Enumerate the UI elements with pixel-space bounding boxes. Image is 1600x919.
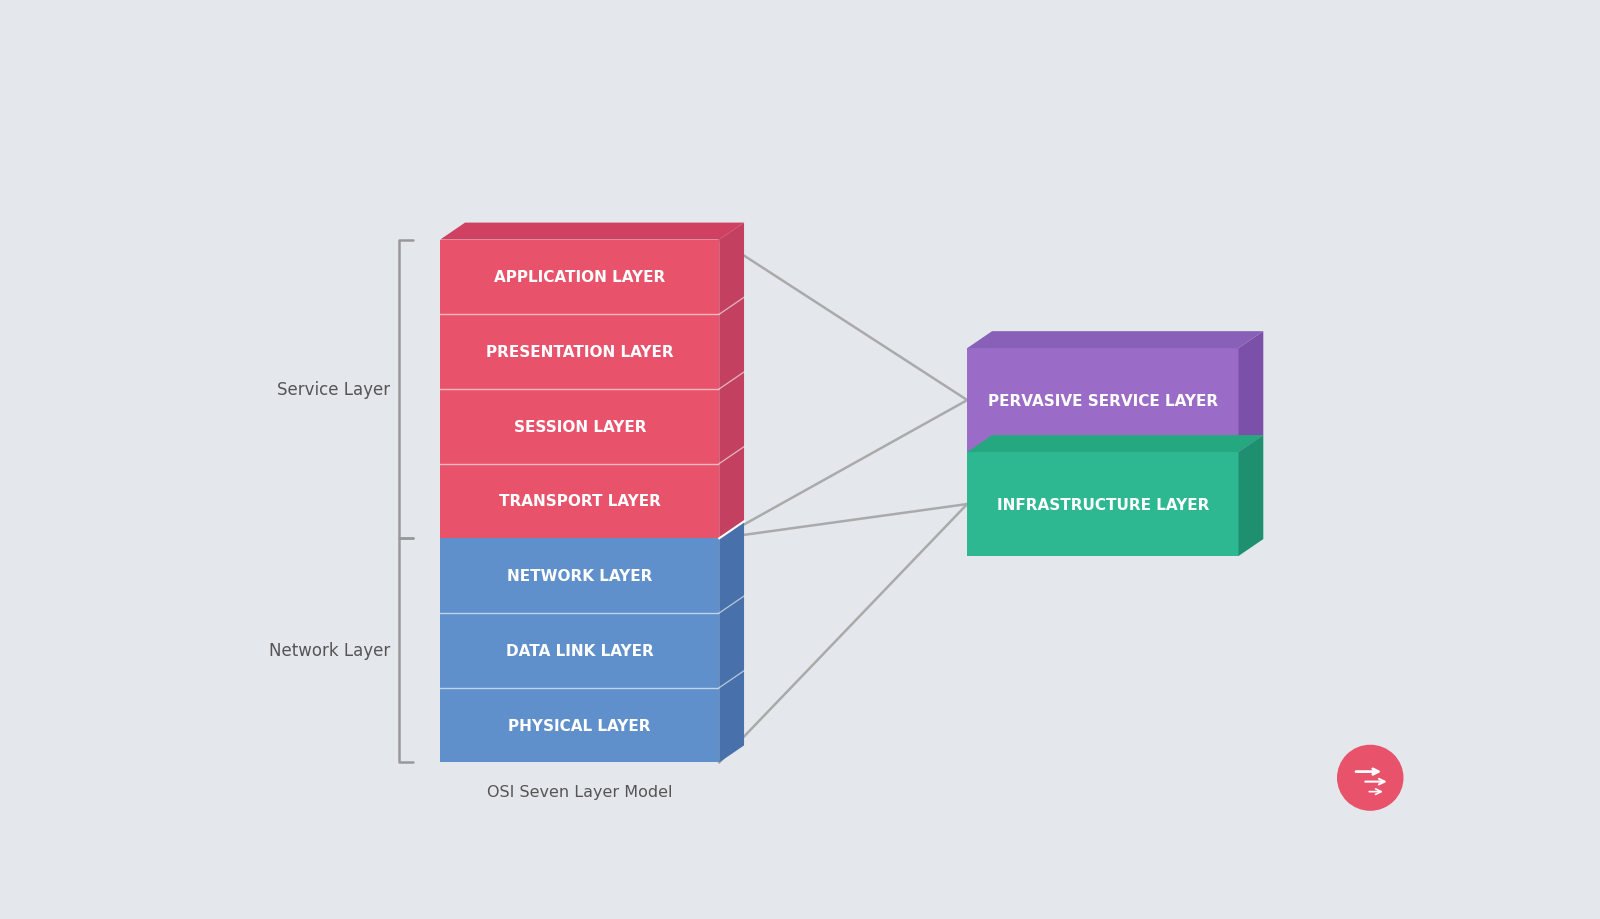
Polygon shape [440, 688, 720, 763]
Text: INFRASTRUCTURE LAYER: INFRASTRUCTURE LAYER [997, 497, 1210, 512]
Polygon shape [440, 223, 744, 240]
Polygon shape [720, 671, 744, 763]
Polygon shape [1238, 436, 1264, 556]
Polygon shape [720, 448, 744, 539]
Polygon shape [968, 452, 1238, 556]
Circle shape [1338, 745, 1403, 811]
Polygon shape [1238, 332, 1264, 452]
Text: OSI Seven Layer Model: OSI Seven Layer Model [486, 784, 672, 799]
Text: SESSION LAYER: SESSION LAYER [514, 419, 646, 435]
Polygon shape [440, 315, 720, 390]
Text: DATA LINK LAYER: DATA LINK LAYER [506, 643, 654, 658]
Polygon shape [720, 372, 744, 464]
Text: Service Layer: Service Layer [277, 380, 390, 399]
Polygon shape [440, 613, 720, 688]
Text: Network Layer: Network Layer [269, 641, 390, 660]
Text: PERVASIVE SERVICE LAYER: PERVASIVE SERVICE LAYER [987, 393, 1218, 408]
Polygon shape [440, 539, 720, 613]
Polygon shape [968, 348, 1238, 452]
Polygon shape [440, 464, 720, 539]
Polygon shape [720, 223, 744, 315]
Polygon shape [720, 522, 744, 613]
Polygon shape [440, 390, 720, 464]
Text: PHYSICAL LAYER: PHYSICAL LAYER [509, 718, 651, 732]
Polygon shape [720, 596, 744, 688]
Polygon shape [968, 332, 1264, 348]
Polygon shape [720, 298, 744, 390]
Text: TRANSPORT LAYER: TRANSPORT LAYER [499, 494, 661, 509]
Polygon shape [968, 436, 1264, 452]
Polygon shape [440, 240, 720, 315]
Text: NETWORK LAYER: NETWORK LAYER [507, 569, 653, 584]
Text: PRESENTATION LAYER: PRESENTATION LAYER [486, 345, 674, 359]
Text: APPLICATION LAYER: APPLICATION LAYER [494, 270, 666, 285]
